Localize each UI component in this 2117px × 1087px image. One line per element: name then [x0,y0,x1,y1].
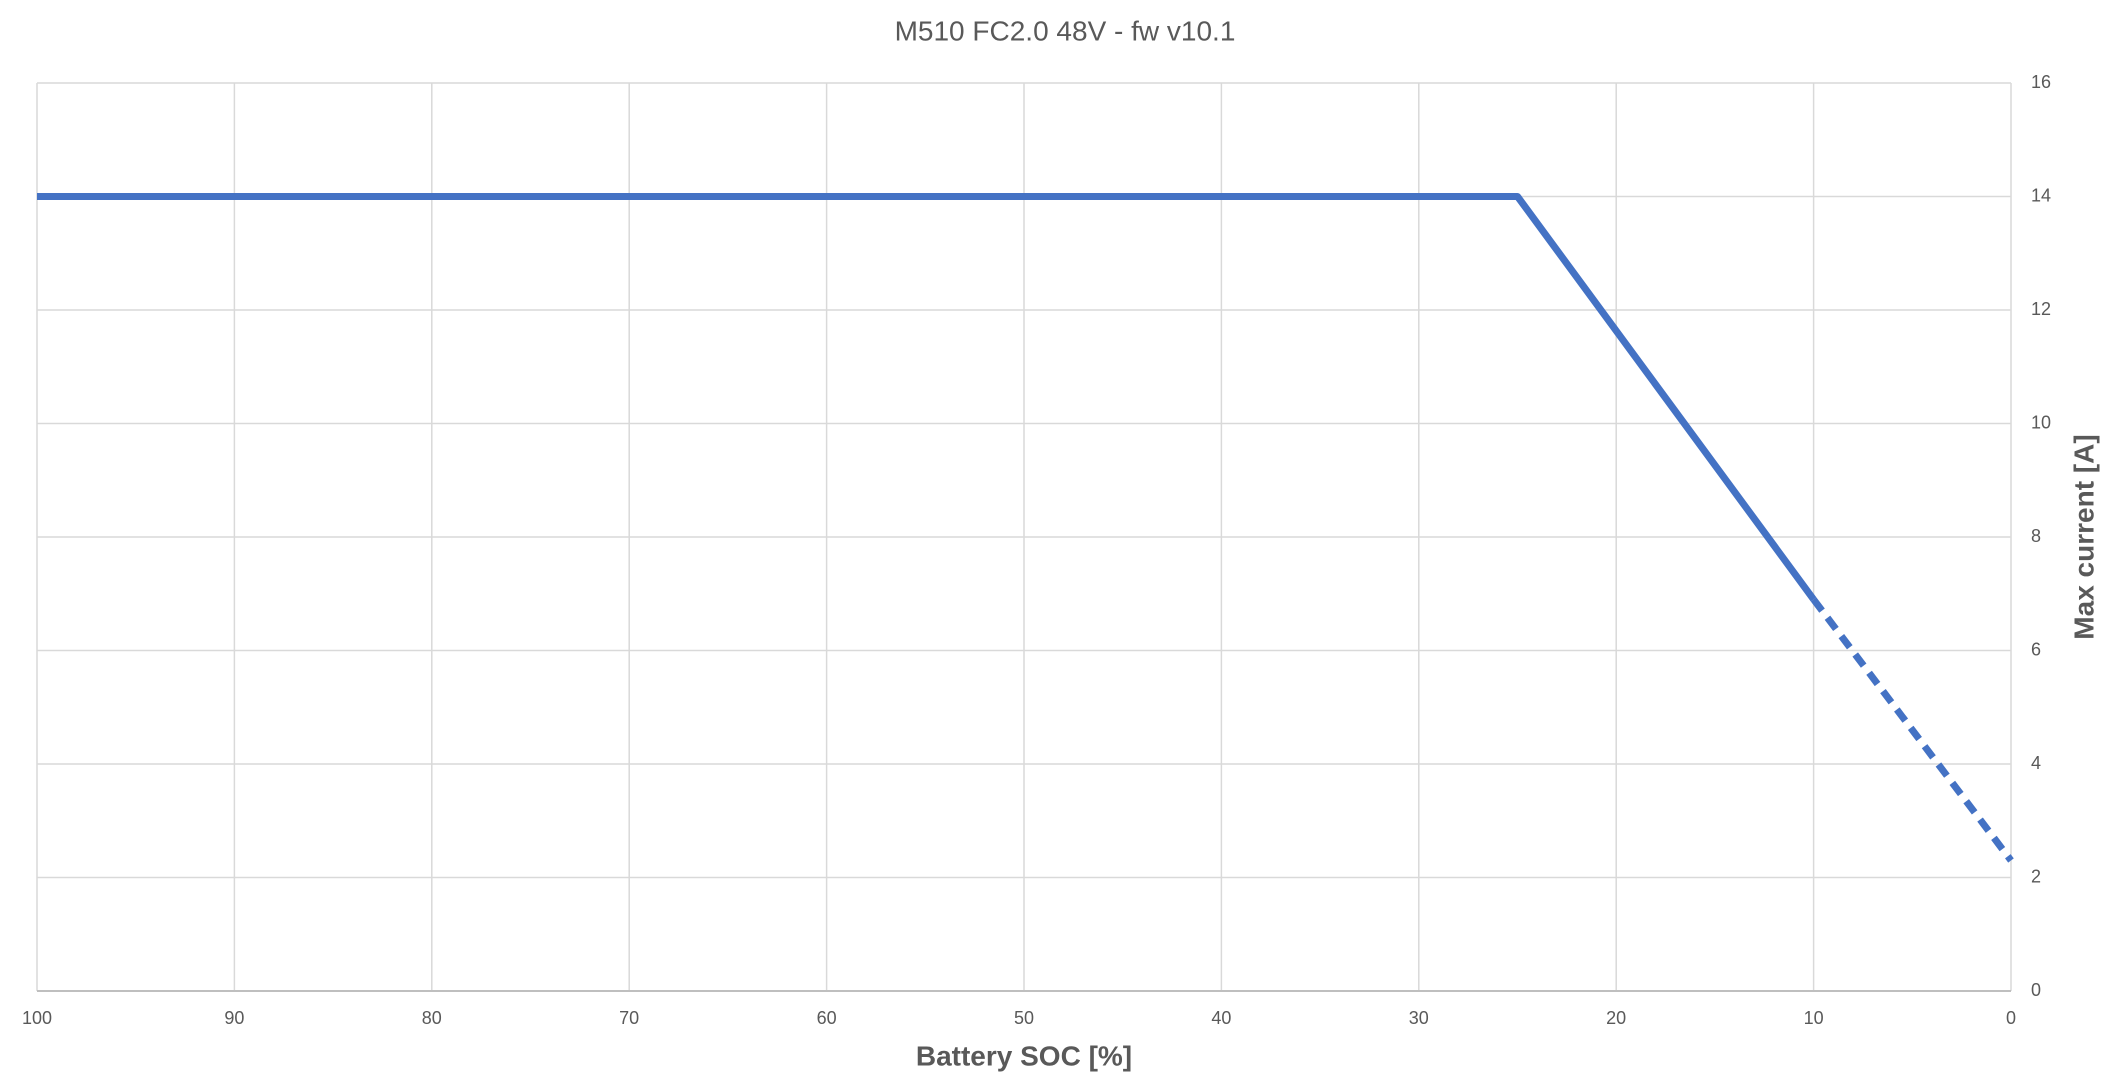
x-tick-label: 10 [1804,1008,1824,1028]
chart-title: M510 FC2.0 48V - fw v10.1 [895,15,1236,46]
x-tick-label: 50 [1014,1008,1034,1028]
y-tick-label: 4 [2031,753,2041,773]
y-tick-label: 8 [2031,526,2041,546]
x-tick-label: 30 [1409,1008,1429,1028]
y-axis-label: Max current [A] [2068,434,2099,639]
x-axis-label: Battery SOC [%] [916,1040,1132,1071]
x-tick-label: 100 [22,1008,52,1028]
x-tick-label: 40 [1211,1008,1231,1028]
y-tick-label: 0 [2031,980,2041,1000]
x-tick-label: 70 [619,1008,639,1028]
y-tick-label: 12 [2031,299,2051,319]
data-line [37,193,1817,602]
x-tick-label: 20 [1606,1008,1626,1028]
y-tick-label: 10 [2031,412,2051,432]
x-tick-label: 90 [224,1008,244,1028]
y-tick-label: 6 [2031,639,2041,659]
x-tick-label: 0 [2006,1008,2016,1028]
data-line [1810,597,2014,863]
y-tick-label: 16 [2031,72,2051,92]
y-tick-label: 2 [2031,866,2041,886]
y-tick-label: 14 [2031,185,2051,205]
x-tick-label: 60 [817,1008,837,1028]
x-tick-label: 80 [422,1008,442,1028]
